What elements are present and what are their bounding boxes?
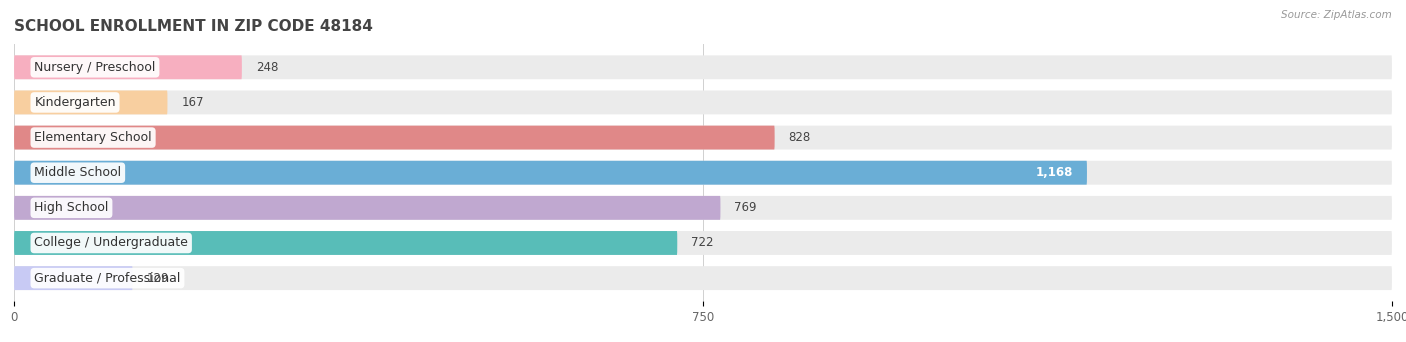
Text: College / Undergraduate: College / Undergraduate: [34, 236, 188, 249]
Text: Source: ZipAtlas.com: Source: ZipAtlas.com: [1281, 10, 1392, 20]
Text: Middle School: Middle School: [34, 166, 121, 179]
FancyBboxPatch shape: [14, 231, 678, 255]
Text: High School: High School: [34, 201, 108, 214]
Text: Kindergarten: Kindergarten: [34, 96, 115, 109]
Text: 129: 129: [146, 272, 169, 285]
Text: 828: 828: [789, 131, 811, 144]
FancyBboxPatch shape: [14, 266, 132, 290]
FancyBboxPatch shape: [14, 126, 775, 149]
FancyBboxPatch shape: [14, 196, 720, 220]
FancyBboxPatch shape: [14, 161, 1392, 185]
FancyBboxPatch shape: [14, 266, 1392, 290]
FancyBboxPatch shape: [14, 231, 1392, 255]
FancyBboxPatch shape: [14, 126, 1392, 149]
FancyBboxPatch shape: [14, 55, 1392, 79]
FancyBboxPatch shape: [14, 55, 242, 79]
Text: 722: 722: [692, 236, 714, 249]
FancyBboxPatch shape: [14, 91, 167, 114]
Text: 248: 248: [256, 61, 278, 74]
Text: SCHOOL ENROLLMENT IN ZIP CODE 48184: SCHOOL ENROLLMENT IN ZIP CODE 48184: [14, 18, 373, 34]
Text: 167: 167: [181, 96, 204, 109]
FancyBboxPatch shape: [14, 91, 1392, 114]
Text: 1,168: 1,168: [1036, 166, 1073, 179]
Text: Elementary School: Elementary School: [34, 131, 152, 144]
Text: Graduate / Professional: Graduate / Professional: [34, 272, 180, 285]
Text: Nursery / Preschool: Nursery / Preschool: [34, 61, 156, 74]
FancyBboxPatch shape: [14, 196, 1392, 220]
Text: 769: 769: [734, 201, 756, 214]
FancyBboxPatch shape: [14, 161, 1087, 185]
